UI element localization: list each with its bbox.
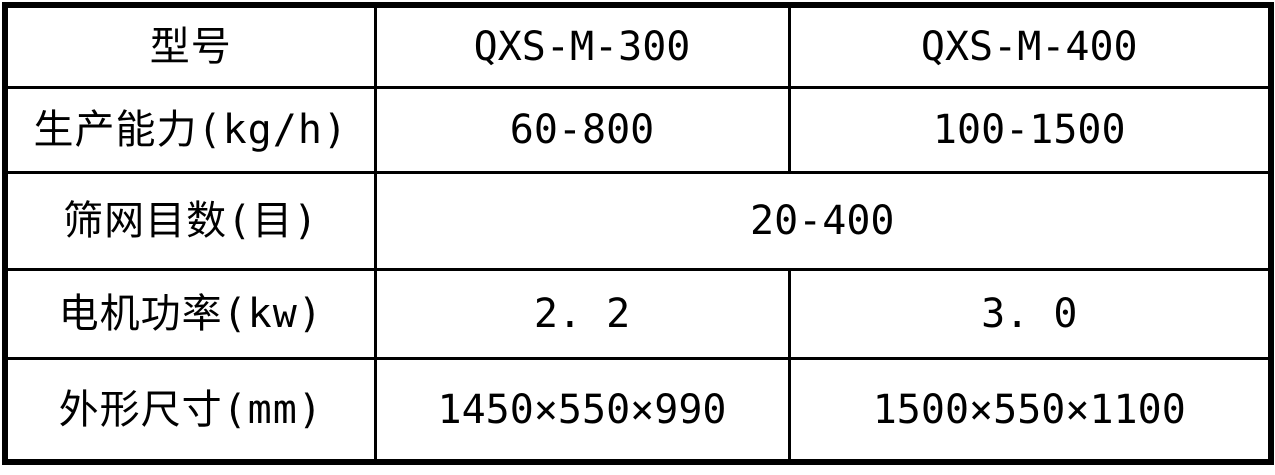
- spec-table: 型号 QXS-M-300 QXS-M-400 生产能力(kg/h) 60-800…: [2, 2, 1274, 465]
- capacity-value-1: 60-800: [373, 85, 791, 174]
- mesh-value-span: 20-400: [373, 170, 1273, 272]
- model-value-qxs-m-300: QXS-M-300: [373, 3, 791, 89]
- model-value-qxs-m-400: QXS-M-400: [787, 3, 1273, 89]
- motor-power-value-1: 2. 2: [373, 268, 791, 361]
- dimensions-value-1: 1450×550×990: [373, 357, 791, 464]
- table-row-model: 型号 QXS-M-300 QXS-M-400: [3, 3, 1273, 89]
- table-row-mesh: 筛网目数(目) 20-400: [3, 170, 1273, 272]
- capacity-value-2: 100-1500: [787, 85, 1273, 174]
- motor-power-value-2: 3. 0: [787, 268, 1273, 361]
- capacity-row-label: 生产能力(kg/h): [3, 85, 377, 174]
- motor-power-row-label: 电机功率(kw): [3, 268, 377, 361]
- dimensions-row-label: 外形尺寸(mm): [3, 357, 377, 464]
- dimensions-value-2: 1500×550×1100: [787, 357, 1273, 464]
- table-row-dimensions: 外形尺寸(mm) 1450×550×990 1500×550×1100: [3, 357, 1273, 464]
- table-row-motor-power: 电机功率(kw) 2. 2 3. 0: [3, 268, 1273, 361]
- mesh-row-label: 筛网目数(目): [3, 170, 377, 272]
- table-row-capacity: 生产能力(kg/h) 60-800 100-1500: [3, 85, 1273, 174]
- model-row-label: 型号: [3, 3, 377, 89]
